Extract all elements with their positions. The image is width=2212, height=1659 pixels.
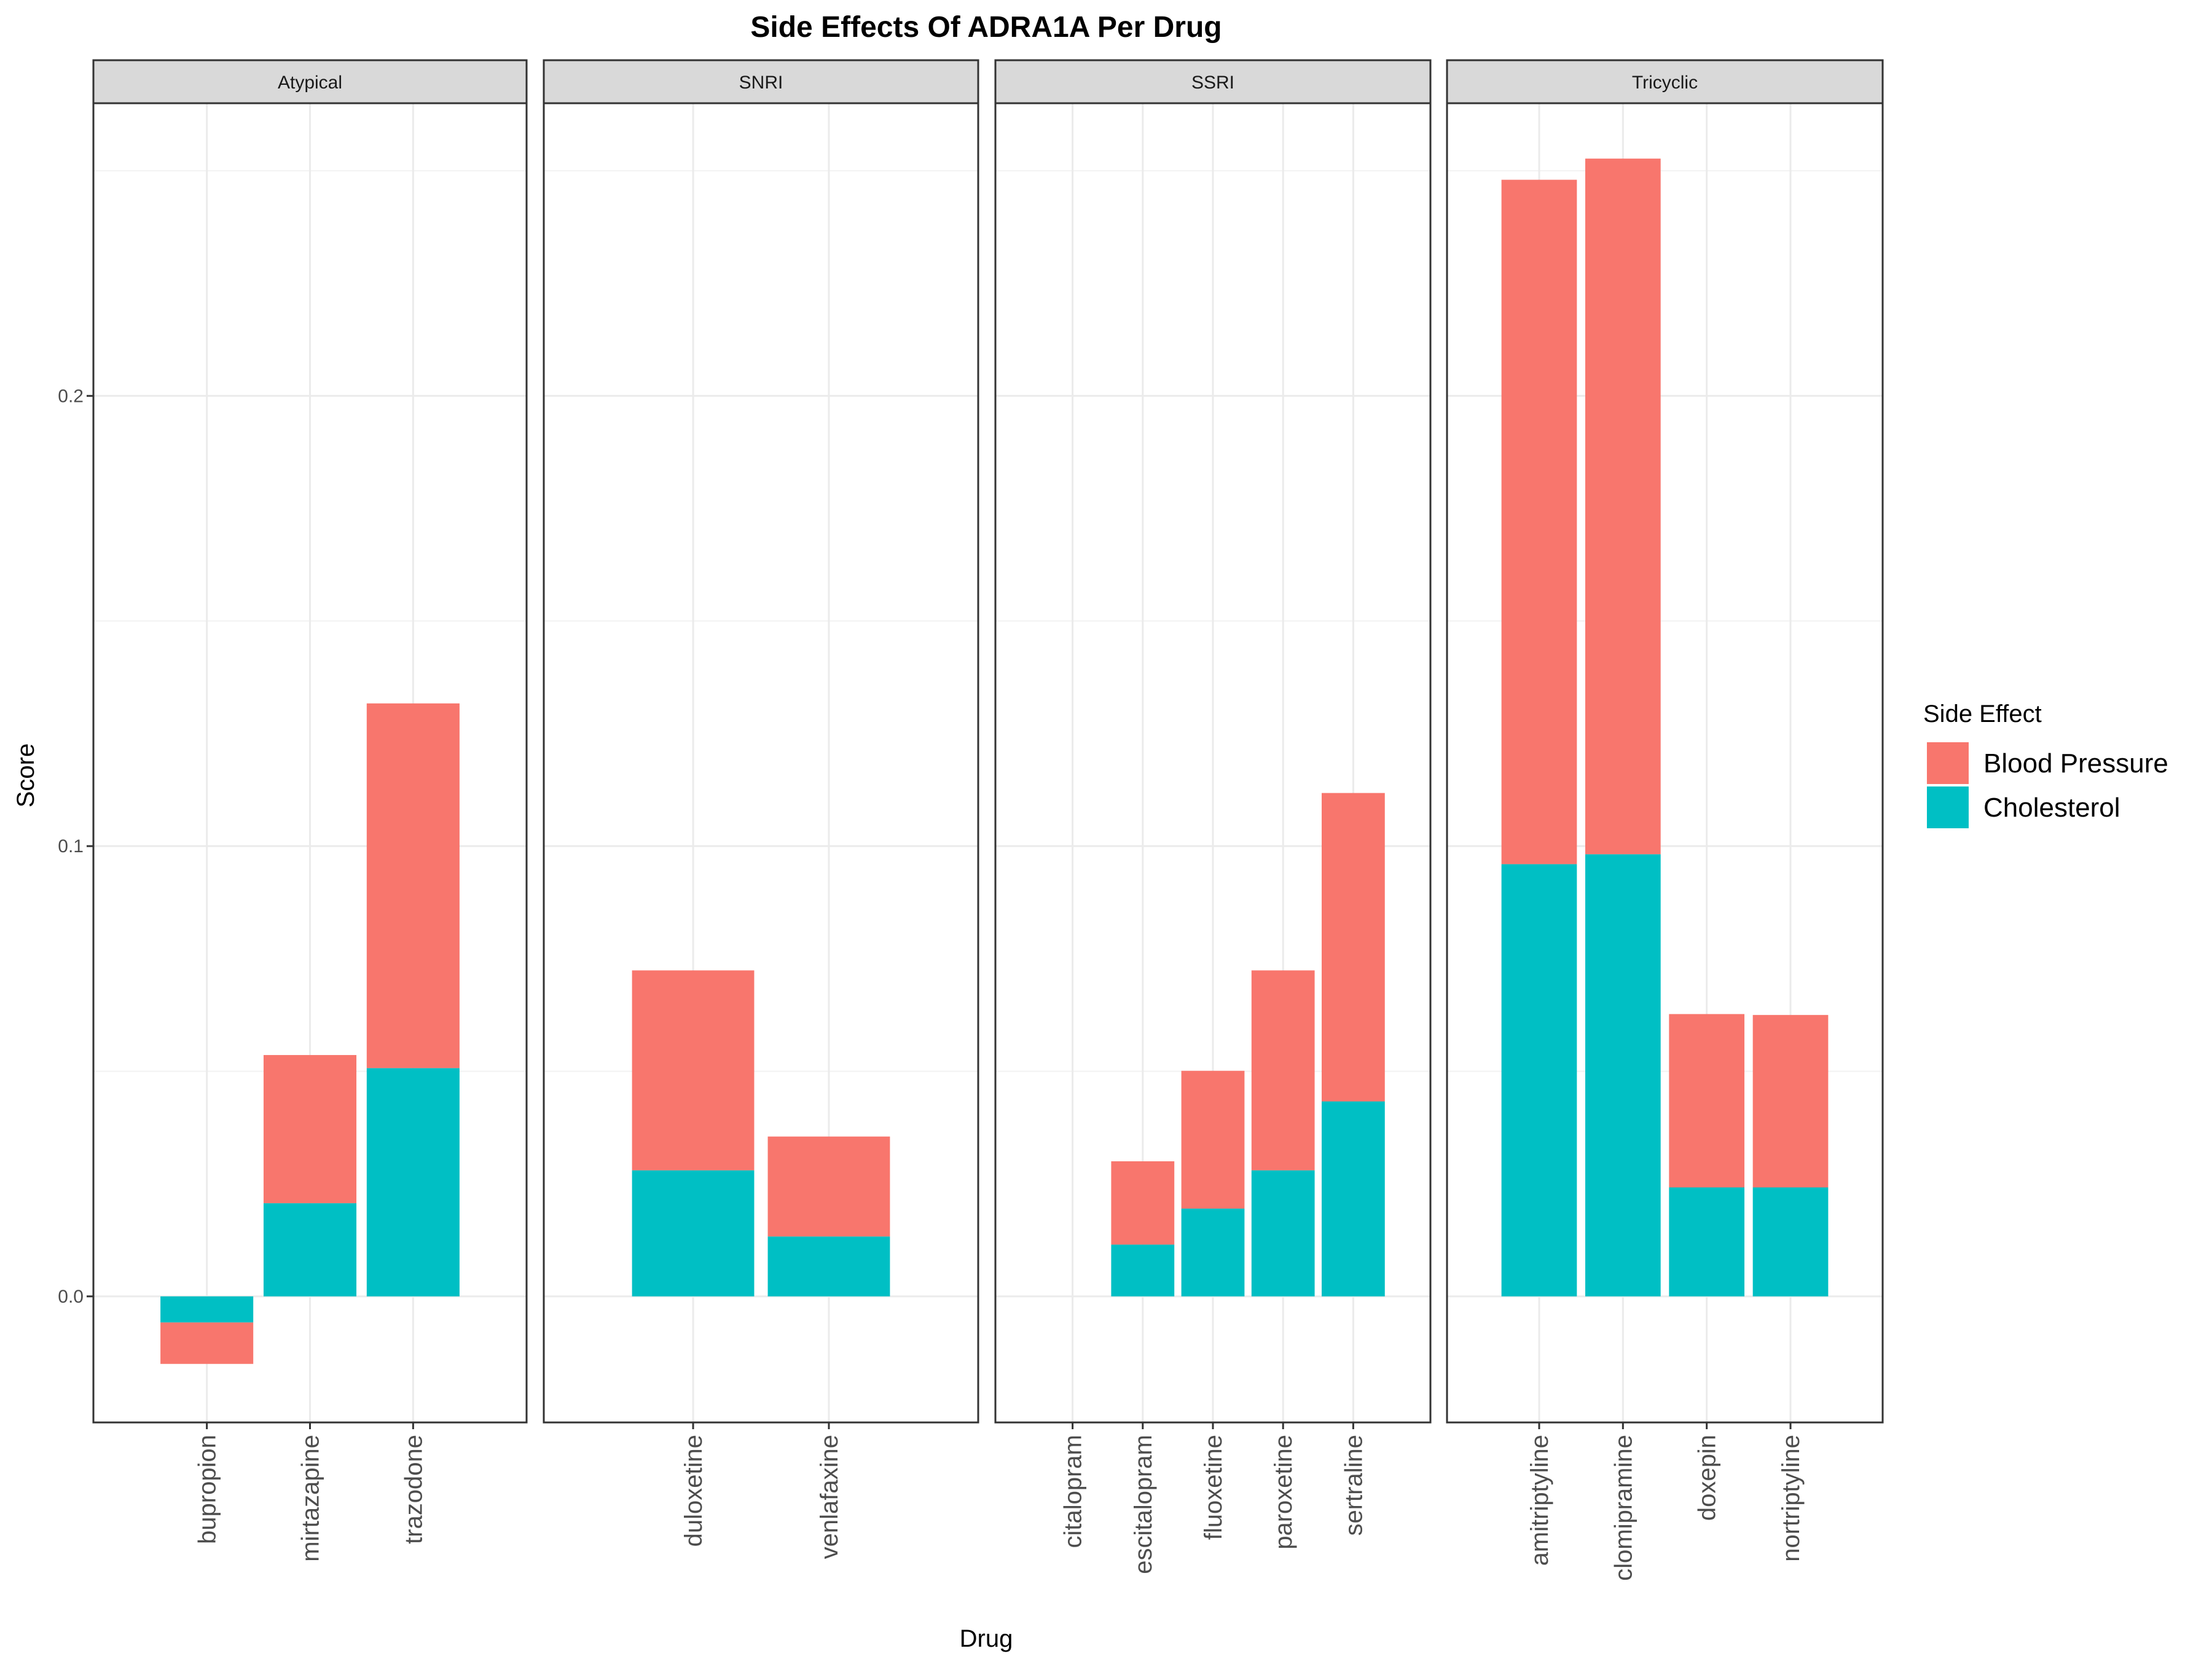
- bar-cholesterol-nortriptyline: [1752, 1187, 1829, 1296]
- bar-blood-pressure-clomipramine: [1585, 159, 1661, 855]
- facet-strip-label: SSRI: [1191, 73, 1234, 93]
- bar-blood-pressure-paroxetine: [1251, 970, 1315, 1171]
- bar-blood-pressure-fluoxetine: [1181, 1070, 1245, 1209]
- facet-strip-label: Tricyclic: [1632, 73, 1698, 93]
- facet-strip-label: SNRI: [739, 73, 783, 93]
- bar-cholesterol-doxepin: [1669, 1187, 1745, 1296]
- facet-ssri: SSRI citalopram escitalopram fluoxetine paro…: [994, 59, 1432, 1574]
- bar-cholesterol-clomipramine: [1585, 854, 1661, 1296]
- legend-label-blood-pressure: Blood Pressure: [1983, 748, 2168, 779]
- legend-key-blood-pressure: [1927, 742, 1969, 784]
- x-tick-label: mirtazapine: [297, 1435, 324, 1562]
- y-axis-title: Score: [12, 743, 39, 808]
- legend-label-cholesterol: Cholesterol: [1983, 793, 2120, 823]
- x-tick-label: venlafaxine: [816, 1435, 843, 1559]
- facet-strip: [1446, 59, 1884, 104]
- x-tick-label: duloxetine: [680, 1435, 707, 1547]
- bar-blood-pressure-bupropion: [160, 1322, 254, 1364]
- bar-cholesterol-sertraline: [1322, 1101, 1385, 1296]
- x-tick-label: doxepin: [1694, 1435, 1721, 1521]
- facet-strip: [994, 59, 1432, 104]
- bar-blood-pressure-mirtazapine: [263, 1055, 357, 1204]
- y-tick-label: 0.1: [58, 836, 84, 857]
- bar-cholesterol-escitalopram: [1111, 1244, 1175, 1296]
- x-tick-label: sertraline: [1340, 1435, 1367, 1536]
- bar-blood-pressure-doxepin: [1669, 1014, 1745, 1188]
- bar-cholesterol-bupropion: [160, 1296, 254, 1323]
- x-tick-label: fluoxetine: [1200, 1435, 1227, 1540]
- bar-blood-pressure-amitriptyline: [1501, 179, 1577, 865]
- bar-blood-pressure-nortriptyline: [1752, 1014, 1829, 1188]
- facet-snri: SNRI duloxetine venlafaxine: [543, 59, 979, 1559]
- x-tick-label: nortriptyline: [1778, 1435, 1805, 1562]
- y-tick-label: 0.2: [58, 386, 84, 406]
- bar-cholesterol-fluoxetine: [1181, 1208, 1245, 1296]
- facet-atypical: Atypical bupropion mirtazapine trazodone: [92, 59, 528, 1562]
- facet-strip: [92, 59, 528, 104]
- y-axis-ticks: 0.0 0.1 0.2: [58, 386, 93, 1307]
- bar-cholesterol-duloxetine: [632, 1170, 755, 1296]
- bar-blood-pressure-trazodone: [366, 703, 460, 1069]
- facet-panels: Atypical bupropion mirtazapine trazodone SNR…: [92, 59, 1884, 1581]
- facet-strip: [543, 59, 979, 104]
- chart-title: Side Effects Of ADRA1A Per Drug: [750, 11, 1222, 44]
- facet-tricyclic: Tricyclic amitriptyline clomipramine doxepi…: [1446, 59, 1884, 1581]
- legend-key-cholesterol: [1927, 786, 1969, 828]
- x-tick-label: escitalopram: [1130, 1435, 1157, 1574]
- y-tick-label: 0.0: [58, 1287, 84, 1307]
- bar-blood-pressure-duloxetine: [632, 970, 755, 1171]
- bar-cholesterol-trazodone: [366, 1068, 460, 1296]
- x-tick-label: bupropion: [194, 1435, 221, 1544]
- x-tick-label: paroxetine: [1270, 1435, 1297, 1550]
- bar-cholesterol-venlafaxine: [767, 1236, 890, 1296]
- bar-cholesterol-mirtazapine: [263, 1203, 357, 1296]
- legend: Side Effect Blood Pressure Cholesterol: [1923, 700, 2168, 828]
- bar-blood-pressure-venlafaxine: [767, 1136, 890, 1237]
- bar-cholesterol-amitriptyline: [1501, 864, 1577, 1296]
- x-tick-label: amitriptyline: [1526, 1435, 1553, 1566]
- x-tick-label: citalopram: [1060, 1435, 1087, 1548]
- facet-strip-label: Atypical: [278, 73, 342, 93]
- panel-background: [544, 103, 978, 1422]
- x-tick-label: trazodone: [400, 1435, 427, 1544]
- legend-title: Side Effect: [1923, 700, 2042, 728]
- bar-blood-pressure-sertraline: [1322, 793, 1385, 1102]
- x-axis-title: Drug: [960, 1625, 1013, 1652]
- bar-blood-pressure-escitalopram: [1111, 1161, 1175, 1245]
- bar-cholesterol-paroxetine: [1251, 1170, 1315, 1296]
- x-tick-label: clomipramine: [1610, 1435, 1637, 1581]
